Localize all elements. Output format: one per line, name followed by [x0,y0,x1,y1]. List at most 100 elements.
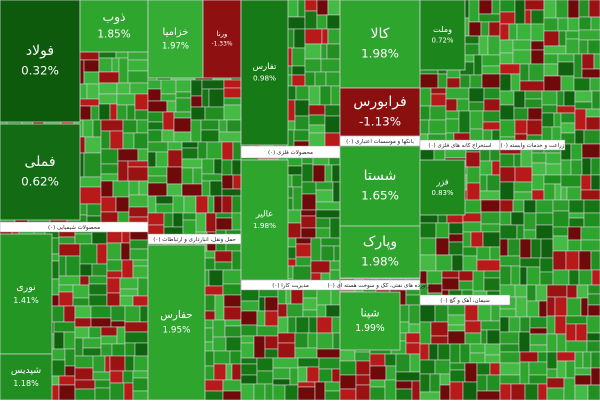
small-tile[interactable] [476,246,491,261]
small-tile[interactable] [147,151,157,168]
small-tile[interactable] [510,383,526,401]
small-tile[interactable] [552,210,570,228]
small-tile[interactable] [568,269,580,286]
small-tile[interactable] [132,265,149,279]
small-tile[interactable] [587,284,600,295]
small-tile[interactable] [580,189,600,201]
small-tile[interactable] [308,316,318,334]
small-tile[interactable] [294,332,309,349]
small-tile[interactable] [88,294,108,307]
small-tile[interactable] [147,175,168,184]
small-tile[interactable] [499,104,515,121]
small-tile[interactable] [173,117,192,133]
small-tile[interactable] [320,237,341,247]
small-tile[interactable] [441,277,460,291]
small-tile[interactable] [91,263,108,277]
small-tile[interactable] [197,141,208,160]
small-tile[interactable] [121,259,134,279]
small-tile[interactable] [434,359,451,375]
small-tile[interactable] [53,331,65,350]
small-tile[interactable] [574,101,593,110]
small-tile[interactable] [574,90,593,103]
small-tile[interactable] [213,363,227,381]
small-tile[interactable] [147,79,162,90]
small-tile[interactable] [385,365,397,381]
small-tile[interactable] [369,379,386,388]
small-tile[interactable] [316,332,334,350]
small-tile[interactable] [83,71,100,85]
small-tile[interactable] [566,186,582,201]
small-tile[interactable] [264,383,274,401]
small-tile[interactable] [295,316,310,334]
small-tile[interactable] [462,246,478,257]
small-tile[interactable] [94,379,111,389]
small-tile[interactable] [315,217,331,229]
small-tile[interactable] [478,35,489,56]
small-tile[interactable] [560,112,576,124]
small-tile[interactable] [231,363,242,381]
small-tile[interactable] [173,131,192,143]
small-tile[interactable] [538,300,548,318]
small-tile[interactable] [512,49,532,65]
small-tile[interactable] [459,343,471,364]
small-tile[interactable] [419,321,432,345]
small-tile[interactable] [430,335,449,345]
small-tile[interactable] [124,331,149,344]
small-tile[interactable] [297,357,320,368]
small-tile[interactable] [530,49,545,65]
small-tile[interactable] [204,106,225,121]
small-tile[interactable] [552,199,570,212]
small-tile[interactable] [181,167,194,185]
small-tile[interactable] [166,100,177,113]
small-tile[interactable] [480,320,501,331]
small-tile[interactable] [537,351,548,363]
small-tile[interactable] [552,250,567,271]
small-tile[interactable] [222,269,242,285]
small-tile[interactable] [240,342,255,359]
small-tile[interactable] [111,343,126,357]
small-tile[interactable] [214,294,225,321]
small-tile[interactable] [435,222,450,239]
small-tile[interactable] [546,368,558,379]
small-tile[interactable] [163,212,174,228]
small-tile[interactable] [481,65,501,75]
small-tile[interactable] [272,357,299,369]
small-tile[interactable] [272,367,291,380]
small-tile[interactable] [316,304,327,318]
small-tile[interactable] [84,136,102,154]
small-tile[interactable] [74,367,94,381]
small-tile[interactable] [181,158,203,169]
small-tile[interactable] [434,304,449,323]
small-tile[interactable] [519,238,532,259]
small-tile[interactable] [339,388,357,401]
small-tile[interactable] [578,0,590,18]
small-tile[interactable] [591,269,600,286]
small-tile[interactable] [172,212,184,228]
small-tile[interactable] [570,143,583,161]
small-tile[interactable] [466,182,481,201]
small-tile[interactable] [319,85,332,106]
small-tile[interactable] [183,195,197,214]
small-tile[interactable] [132,377,149,392]
small-tile[interactable] [574,351,584,369]
stock-tile[interactable] [339,145,421,227]
small-tile[interactable] [468,21,482,37]
small-tile[interactable] [137,148,149,162]
small-tile[interactable] [519,316,531,333]
small-tile[interactable] [213,195,223,214]
small-tile[interactable] [110,305,126,322]
small-tile[interactable] [482,121,501,131]
small-tile[interactable] [469,352,486,364]
small-tile[interactable] [132,295,149,307]
small-tile[interactable] [256,370,274,385]
small-tile[interactable] [277,332,296,344]
small-tile[interactable] [541,104,558,114]
small-tile[interactable] [543,45,567,55]
small-tile[interactable] [445,110,460,120]
small-tile[interactable] [480,21,490,37]
small-tile[interactable] [556,360,567,379]
small-tile[interactable] [476,259,501,272]
small-tile[interactable] [519,80,545,92]
small-tile[interactable] [499,11,516,25]
small-tile[interactable] [465,151,481,168]
